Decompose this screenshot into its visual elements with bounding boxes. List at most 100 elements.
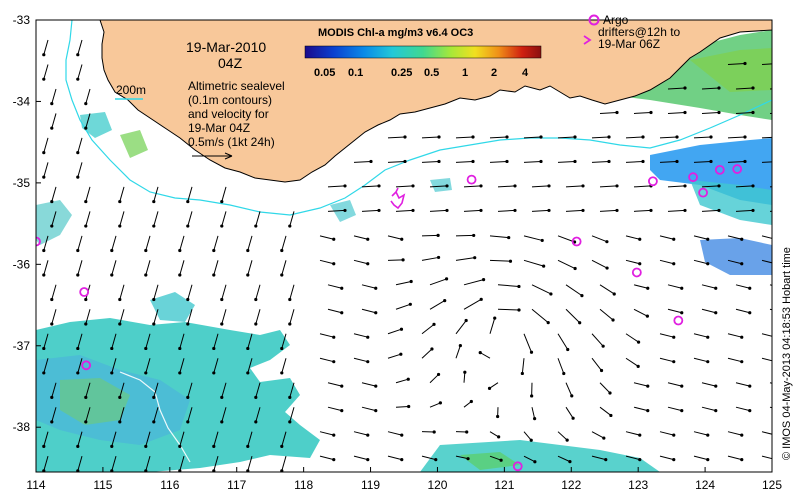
- velocity-arrow-head: [748, 409, 752, 413]
- chl-patch-west-1: [36, 200, 72, 245]
- velocity-arrow-head: [332, 433, 336, 437]
- x-axis: 114 115 116 117 118 119 120 121 122 123 124 125: [26, 467, 782, 492]
- velocity-arrow: [659, 431, 674, 436]
- legend-line-1: Altimetric sealevel: [188, 79, 285, 93]
- y-tick-label: -33: [13, 13, 31, 27]
- velocity-arrow: [667, 111, 686, 114]
- velocity-arrow: [463, 298, 482, 310]
- velocity-arrow: [51, 284, 57, 300]
- velocity-arrow: [693, 136, 712, 139]
- velocity-arrow-head: [84, 297, 88, 302]
- velocity-arrow-head: [508, 259, 513, 263]
- velocity-arrow: [43, 456, 49, 471]
- velocity-arrow-head: [645, 314, 649, 318]
- velocity-arrow: [395, 280, 412, 286]
- velocity-arrow-head: [332, 237, 336, 241]
- velocity-arrow-head: [76, 77, 80, 81]
- velocity-arrow: [531, 209, 550, 212]
- velocity-arrow-head: [714, 409, 718, 413]
- velocity-arrow: [353, 431, 368, 436]
- velocity-arrow: [43, 235, 49, 251]
- velocity-arrow: [761, 161, 772, 163]
- velocity-arrow-head: [343, 184, 347, 188]
- velocity-arrow-head: [254, 395, 258, 400]
- velocity-arrow: [247, 235, 253, 251]
- velocity-arrow: [361, 209, 380, 212]
- chl-patch-west-3: [120, 130, 148, 158]
- velocity-arrow: [85, 211, 91, 227]
- velocity-arrow: [43, 431, 49, 447]
- velocity-arrow-head: [542, 264, 546, 268]
- velocity-arrow-head: [288, 420, 292, 424]
- velocity-arrow-head: [706, 335, 710, 339]
- contour-legend-label: 200m: [116, 83, 146, 97]
- velocity-arrow-head: [479, 208, 483, 213]
- velocity-arrow: [319, 455, 334, 461]
- velocity-arrow: [591, 235, 608, 243]
- velocity-arrow: [761, 431, 772, 435]
- velocity-arrow-head: [50, 126, 54, 130]
- velocity-arrow-head: [675, 159, 679, 164]
- velocity-arrow-head: [400, 458, 404, 462]
- velocity-arrow: [735, 308, 750, 314]
- x-tick-label: 124: [695, 478, 715, 492]
- velocity-arrow-head: [649, 208, 653, 213]
- velocity-arrow: [43, 64, 49, 80]
- velocity-arrow-head: [110, 346, 114, 351]
- colorbar-label: 0.25: [391, 67, 412, 79]
- velocity-arrow: [761, 357, 772, 362]
- velocity-arrow: [319, 259, 334, 265]
- velocity-arrow-head: [785, 111, 788, 114]
- velocity-arrow: [659, 160, 678, 163]
- velocity-arrow: [221, 382, 227, 398]
- velocity-arrow-head: [683, 208, 687, 213]
- velocity-arrow: [521, 358, 525, 374]
- velocity-arrow: [667, 87, 686, 90]
- velocity-arrow-head: [254, 224, 258, 228]
- legend-line-3: and velocity for: [188, 107, 269, 121]
- velocity-arrow: [51, 407, 57, 423]
- velocity-arrow-head: [42, 53, 46, 57]
- velocity-arrow: [327, 382, 342, 387]
- velocity-arrow-head: [374, 286, 378, 290]
- velocity-arrow: [659, 235, 674, 240]
- colorbar-labels: 0.05 0.1 0.25 0.5 1 2 4: [314, 67, 529, 79]
- velocity-arrow: [43, 162, 49, 178]
- velocity-arrow: [421, 323, 435, 335]
- velocity-arrow: [599, 284, 615, 295]
- velocity-arrow-head: [220, 224, 224, 228]
- velocity-arrow-head: [280, 273, 284, 277]
- velocity-arrow-head: [178, 248, 182, 253]
- velocity-arrow-head: [288, 395, 292, 400]
- legend-line-2: (0.1m contours): [188, 93, 272, 107]
- velocity-arrow-head: [332, 262, 336, 266]
- velocity-arrow: [221, 211, 227, 227]
- argo-float-marker: [79, 287, 90, 297]
- velocity-arrow-head: [740, 335, 744, 339]
- velocity-arrow: [667, 209, 686, 212]
- velocity-arrow-head: [288, 297, 292, 302]
- velocity-arrow: [463, 279, 484, 286]
- velocity-arrow: [289, 382, 295, 398]
- velocity-arrow: [221, 309, 227, 325]
- velocity-arrow: [119, 309, 125, 325]
- velocity-arrow: [489, 259, 511, 262]
- velocity-arrow-head: [683, 184, 687, 188]
- velocity-arrow: [727, 235, 742, 240]
- velocity-arrow: [667, 185, 686, 188]
- velocity-arrow: [51, 186, 57, 202]
- velocity-arrow: [497, 284, 519, 287]
- argo-legend-line-1: drifters@12h to: [598, 25, 681, 39]
- velocity-arrow: [51, 309, 57, 325]
- velocity-arrow-head: [246, 371, 250, 375]
- velocity-arrow: [701, 87, 720, 90]
- velocity-arrow: [701, 308, 716, 314]
- velocity-arrow-head: [220, 199, 224, 204]
- velocity-arrow-head: [513, 184, 517, 188]
- velocity-arrow-head: [517, 284, 521, 289]
- velocity-arrow-head: [411, 184, 415, 188]
- velocity-arrow-head: [178, 371, 182, 375]
- velocity-arrow-head: [377, 208, 381, 213]
- velocity-arrow: [213, 260, 219, 276]
- velocity-arrow-head: [743, 159, 747, 164]
